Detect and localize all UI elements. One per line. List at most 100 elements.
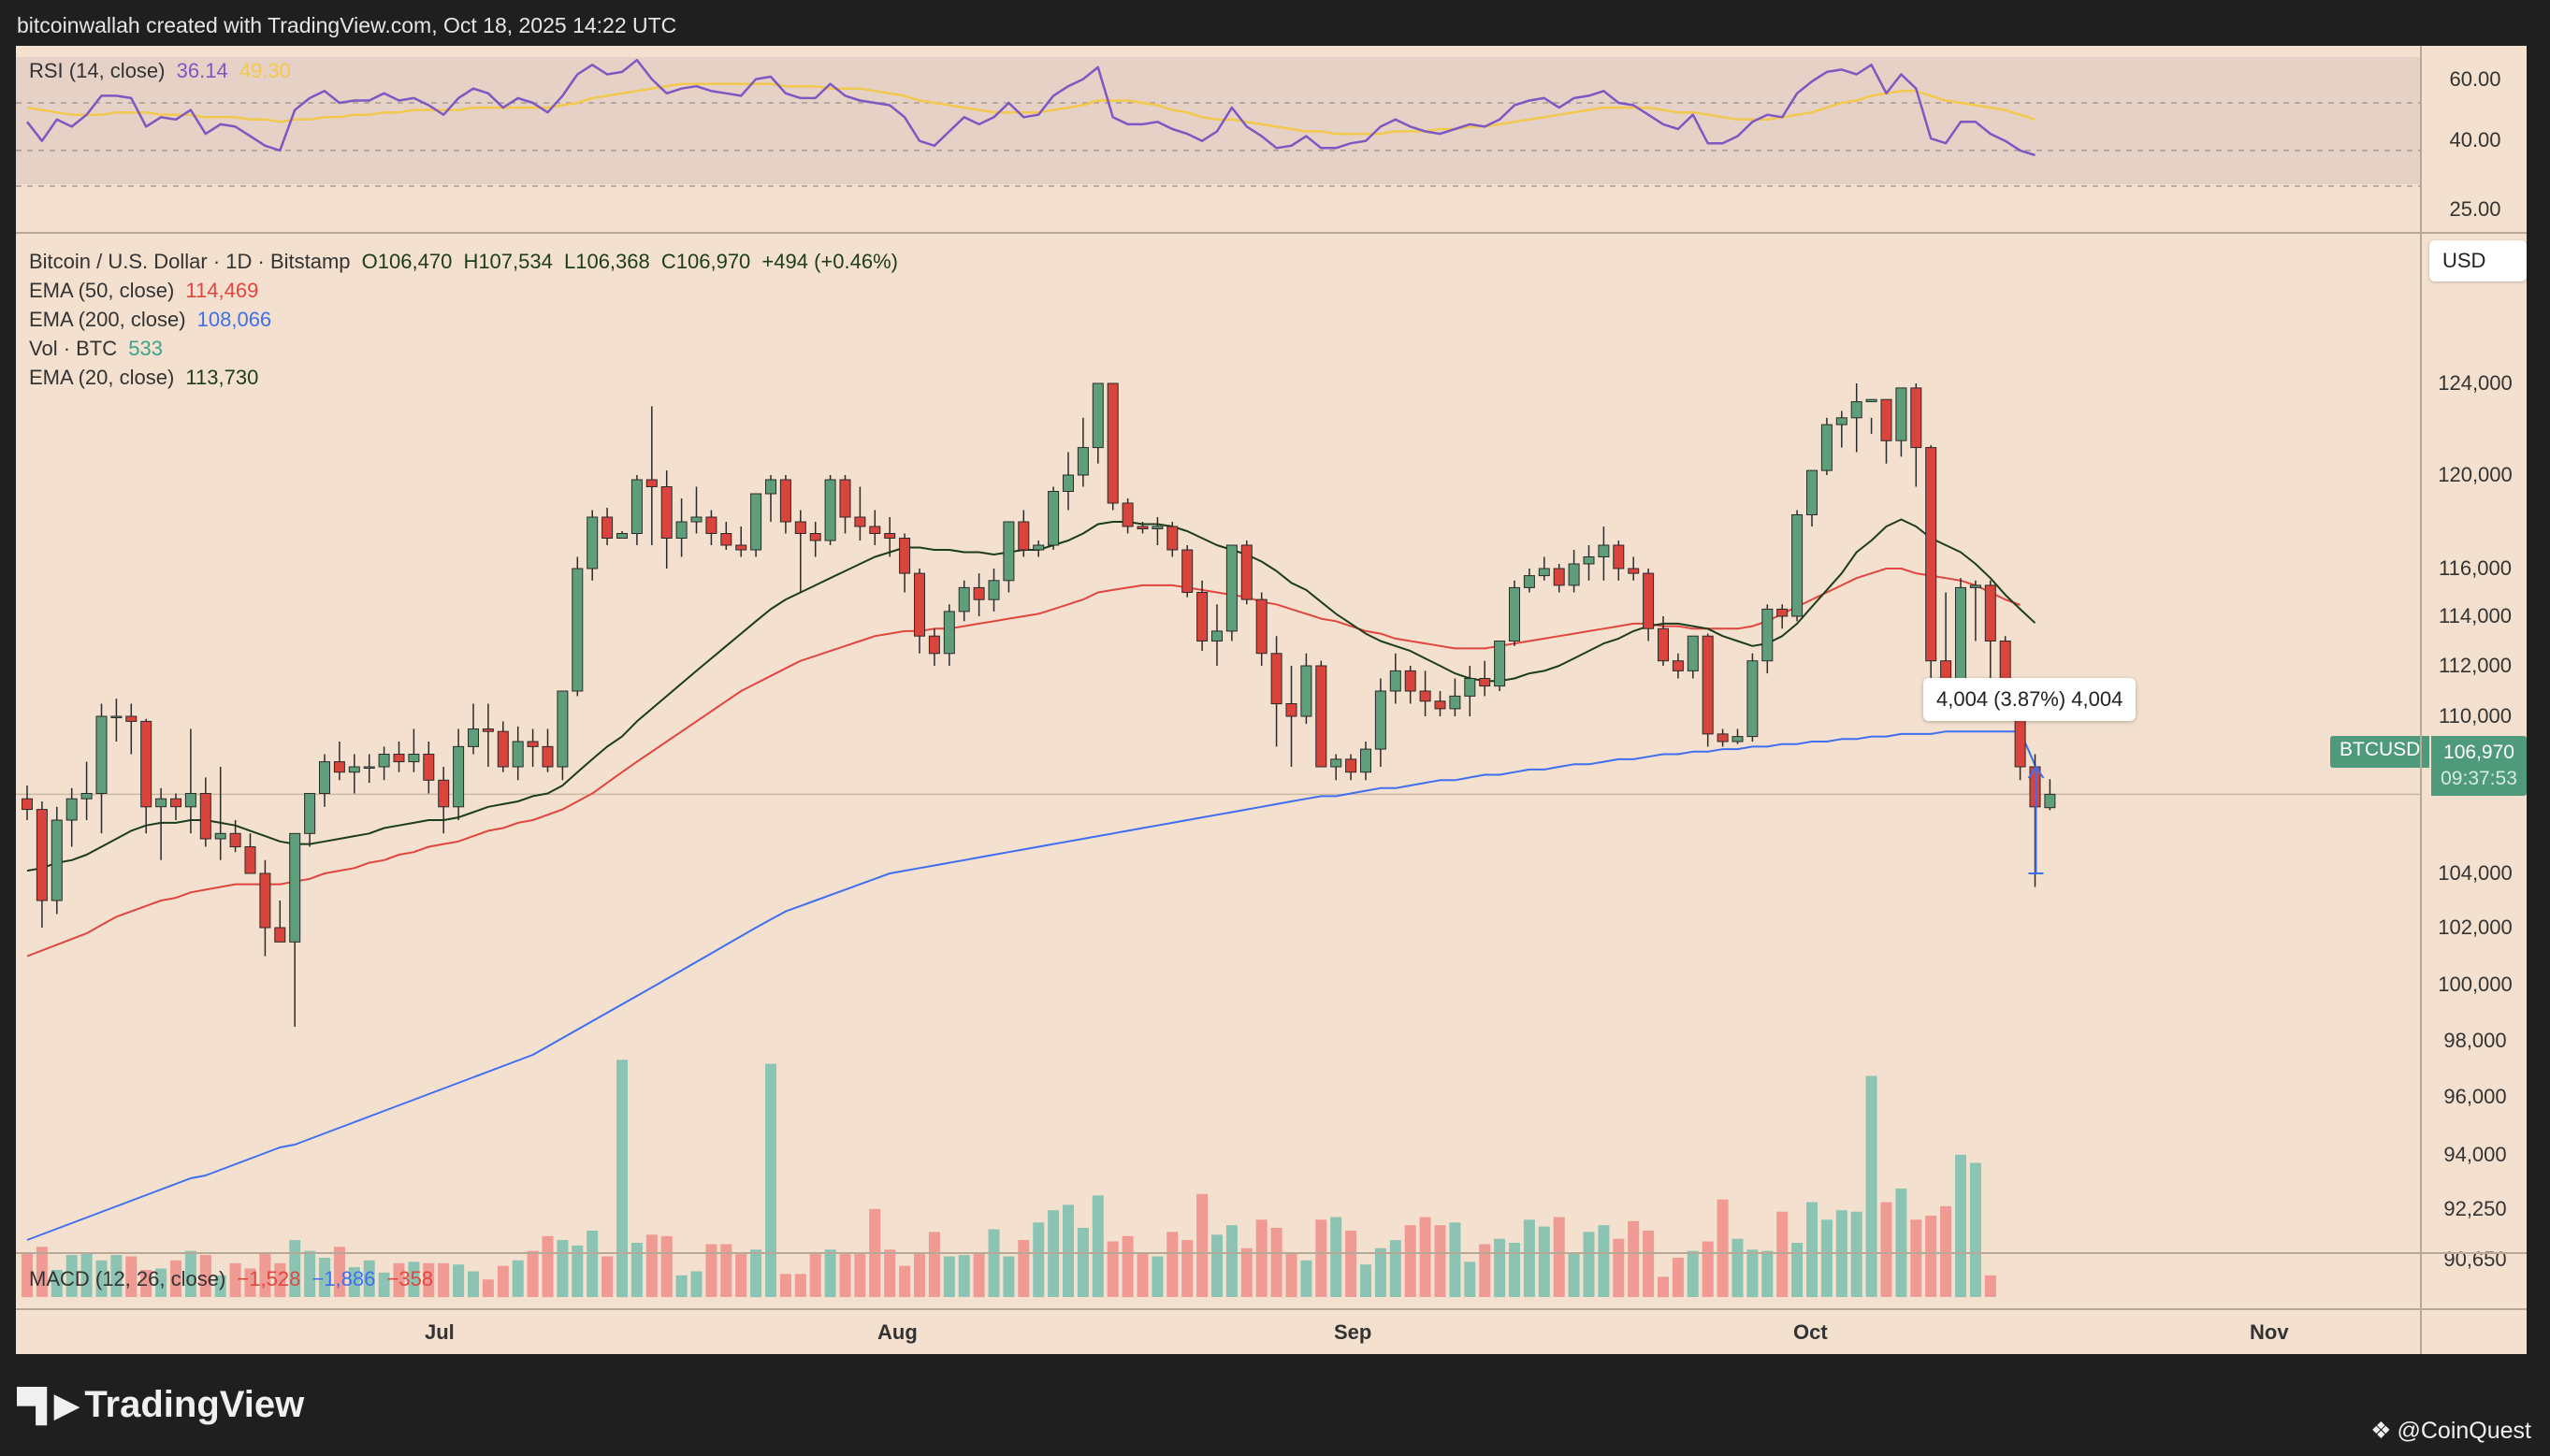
candle-body <box>259 872 271 929</box>
candle-body <box>750 493 762 551</box>
volume-bar <box>378 1272 390 1297</box>
candle-body <box>1404 670 1416 692</box>
candle <box>1211 604 1223 666</box>
rsi-level-60: 60.00 <box>2449 67 2501 91</box>
currency-button[interactable]: USD <box>2429 240 2527 281</box>
volume-bar <box>393 1262 405 1298</box>
rsi-line <box>26 58 2036 157</box>
volume-bar <box>572 1245 584 1297</box>
candle-body <box>229 832 241 848</box>
volume-bar <box>1628 1220 1640 1297</box>
volume-bar <box>1285 1252 1297 1298</box>
candle <box>155 787 167 860</box>
candle-body <box>1658 627 1669 662</box>
candle-body <box>1628 568 1640 574</box>
countdown-value: 09:37:53 <box>2441 768 2517 789</box>
candle <box>1196 580 1209 652</box>
ema20-label: EMA (20, close) <box>29 366 175 389</box>
candle <box>854 486 866 541</box>
candle-body <box>95 715 108 794</box>
volume-bar <box>1018 1240 1030 1297</box>
rsi-plot[interactable] <box>16 46 2420 233</box>
candle <box>1092 382 1104 464</box>
volume-bar <box>1003 1256 1015 1297</box>
candle <box>601 508 614 545</box>
candle <box>80 761 93 820</box>
volume-bar <box>884 1249 896 1298</box>
volume-bar <box>170 1260 181 1297</box>
candle <box>1702 633 1714 747</box>
candle <box>408 728 420 772</box>
candle-body <box>869 526 881 534</box>
tradingview-logo[interactable]: ▀▌▶ TradingView <box>17 1384 304 1426</box>
volume-bar <box>468 1271 479 1298</box>
candle <box>1731 728 1744 744</box>
vol-label: Vol · BTC <box>29 337 118 360</box>
volume-bar <box>36 1247 48 1297</box>
volume-bar <box>616 1060 628 1298</box>
candle <box>378 746 390 781</box>
month-sep: Sep <box>1334 1320 1372 1344</box>
candle-body <box>1240 544 1253 600</box>
candle-body <box>1018 521 1030 551</box>
candle-body <box>1835 417 1847 425</box>
candle-body <box>468 728 479 747</box>
volume-bar <box>1598 1225 1610 1297</box>
candle <box>1003 521 1015 593</box>
candle <box>943 604 955 666</box>
rsi-legend: RSI (14, close) 36.14 49.30 <box>29 59 297 83</box>
candle-body <box>1419 690 1431 702</box>
candle-body <box>393 754 405 763</box>
candle <box>214 767 226 860</box>
candle-body <box>1613 544 1625 569</box>
candle <box>1850 383 1862 453</box>
candle-body <box>1643 572 1655 629</box>
volume-bar <box>408 1261 420 1297</box>
candle-body <box>735 544 747 551</box>
volume-bar <box>110 1255 123 1297</box>
volume-bar <box>1761 1250 1774 1297</box>
candle-body <box>1553 568 1565 586</box>
chart-area[interactable]: RSI (14, close) 36.14 49.30 60.00 40.00 … <box>16 46 2527 1354</box>
volume-bar <box>1880 1202 1892 1297</box>
candle <box>1523 569 1535 593</box>
volume-bar <box>1196 1193 1209 1297</box>
candle-body <box>348 766 360 773</box>
candle <box>244 833 256 874</box>
volume-bar <box>1925 1216 1937 1297</box>
candle-body <box>1538 568 1550 577</box>
candle-body <box>1479 678 1491 687</box>
candle <box>645 406 658 545</box>
volume-bar <box>1895 1189 1907 1297</box>
volume-bar <box>1613 1238 1625 1298</box>
candle <box>1255 592 1268 666</box>
candle <box>572 556 584 697</box>
volume-bar <box>363 1260 375 1297</box>
volume-bar <box>1702 1241 1714 1297</box>
volume-bar <box>675 1275 688 1297</box>
volume-bar <box>1092 1195 1104 1298</box>
ohlc-low: L106,368 <box>563 250 650 273</box>
candle-body <box>1063 474 1074 492</box>
candle-body <box>705 516 717 534</box>
candle-body <box>1702 635 1714 735</box>
volume-bar <box>482 1279 494 1297</box>
last-price-value: 106,970 <box>2443 742 2514 763</box>
candle <box>914 569 925 654</box>
candle-body <box>645 479 658 487</box>
tradingview-logo-icon: ▀▌▶ <box>17 1387 79 1423</box>
candle <box>1643 569 1655 642</box>
candle <box>1628 556 1640 581</box>
candle-body <box>36 809 48 901</box>
candle-body <box>184 793 196 808</box>
price-tick-label: 110,000 <box>2439 704 2512 728</box>
price-plot[interactable] <box>16 234 2420 1299</box>
volume-bar <box>1464 1261 1476 1297</box>
candle-body <box>1003 521 1015 582</box>
candle-body <box>497 730 509 768</box>
volume-bar <box>1791 1243 1804 1297</box>
candle <box>1717 728 1729 747</box>
candle-body <box>333 761 345 773</box>
candle <box>735 526 747 557</box>
candle-body <box>1969 584 1981 588</box>
